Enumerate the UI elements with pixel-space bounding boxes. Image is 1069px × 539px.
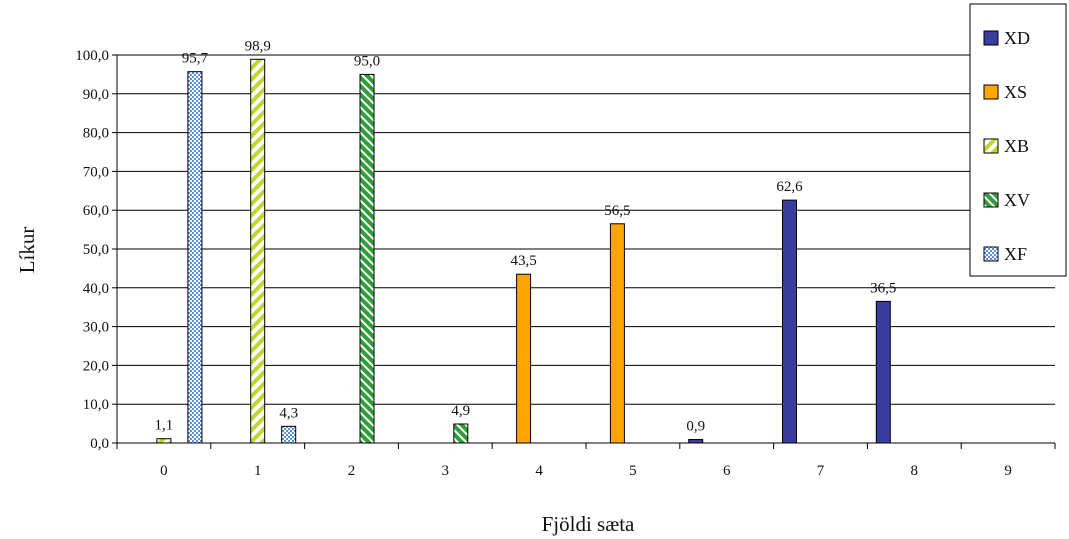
bar-xf-1 [281, 425, 297, 444]
data-label: 62,6 [776, 179, 803, 195]
x-tick-label: 6 [723, 463, 731, 479]
y-tick-label: 50,0 [83, 242, 109, 258]
bar-xb-1 [250, 58, 266, 444]
x-tick-label: 0 [160, 463, 168, 479]
y-tick-label: 100,0 [75, 48, 109, 64]
bar-xd-7 [782, 199, 797, 444]
data-label: 95,0 [354, 53, 380, 69]
bar-xd-8 [875, 300, 891, 444]
bars [156, 58, 891, 444]
y-tick-label: 60,0 [83, 203, 109, 219]
legend-swatch-xd [983, 30, 999, 46]
legend: XD XS XB XV XF [969, 3, 1067, 277]
data-label: 98,9 [245, 38, 271, 54]
bar-xs-4 [516, 273, 532, 444]
legend-label-xd: XD [1004, 28, 1030, 48]
x-tick-label: 5 [629, 463, 637, 479]
legend-swatch-xb [983, 138, 999, 154]
legend-label-xv: XV [1004, 190, 1030, 210]
y-tick-labels: 0,0 10,0 20,0 30,0 40,0 50,0 60,0 70,0 80,0 90,0 1… [75, 48, 109, 452]
data-label: 4,9 [451, 403, 470, 419]
y-tick-label: 0,0 [90, 436, 109, 452]
bar-xd-6 [688, 439, 704, 444]
y-tick-label: 30,0 [83, 320, 109, 336]
y-tick-label: 20,0 [83, 358, 109, 374]
y-tick-label: 10,0 [83, 397, 109, 413]
x-tick-labels: 0 1 2 3 4 5 6 7 8 9 [160, 463, 1012, 479]
bar-xb-0 [156, 438, 172, 444]
data-label: 43,5 [510, 253, 536, 269]
bar-xv-3 [453, 423, 469, 444]
data-label: 95,7 [182, 51, 209, 67]
x-tick-label: 9 [1004, 463, 1012, 479]
legend-swatch-xs [983, 84, 999, 100]
bar-xs-5 [609, 223, 625, 444]
x-tick-label: 1 [254, 463, 262, 479]
x-tick-label: 7 [817, 463, 825, 479]
data-labels: 0,9 62,6 36,5 43,5 56,5 1,1 98,9 95,0 4,9 95,7 4,3 [155, 38, 897, 434]
y-tick-label: 80,0 [83, 126, 109, 142]
y-tick-label: 90,0 [83, 87, 109, 103]
y-tick-label: 40,0 [83, 281, 109, 297]
legend-label-xf: XF [1004, 244, 1027, 264]
x-tick-label: 3 [442, 463, 450, 479]
legend-label-xs: XS [1004, 82, 1027, 102]
x-axis-title: Fjöldi sæta [542, 512, 635, 536]
bar-xv-2 [359, 73, 375, 444]
x-tick-label: 4 [535, 463, 543, 479]
data-label: 0,9 [686, 419, 705, 435]
gridlines [117, 54, 1055, 405]
y-tick-label: 70,0 [83, 164, 109, 180]
x-tick-label: 2 [348, 463, 356, 479]
legend-label-xb: XB [1004, 136, 1029, 156]
bar-xf-0 [187, 71, 203, 444]
legend-swatch-xv [983, 192, 999, 208]
data-label: 1,1 [155, 418, 174, 434]
data-label: 4,3 [279, 405, 298, 421]
axes [112, 54, 1056, 449]
data-label: 36,5 [870, 280, 896, 296]
y-axis-title: Líkur [15, 227, 39, 274]
data-label: 56,5 [604, 203, 630, 219]
legend-swatch-xf [983, 246, 999, 262]
x-tick-label: 8 [911, 463, 919, 479]
